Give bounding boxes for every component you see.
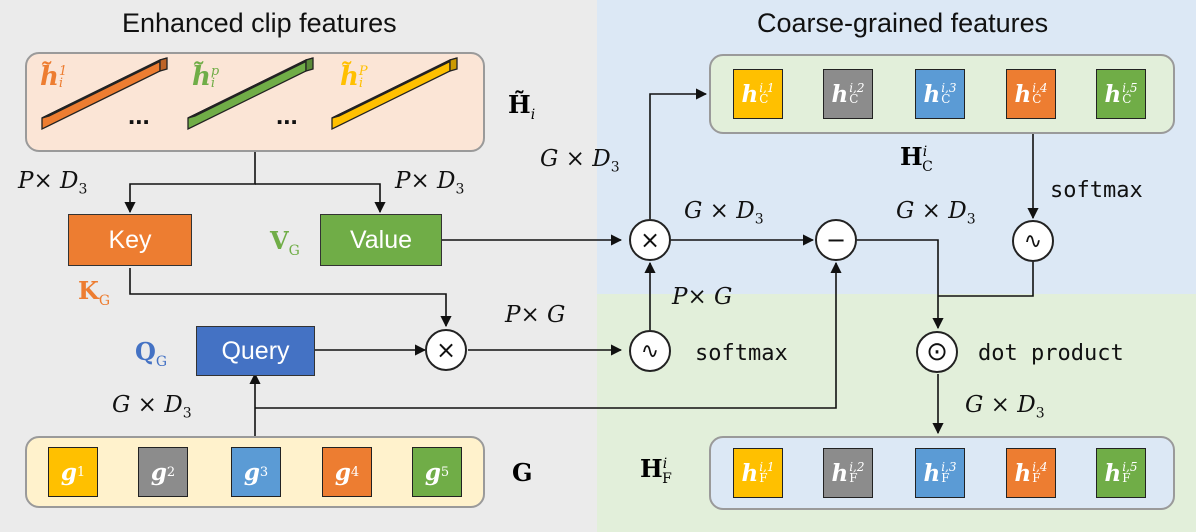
coarse-token-2: h i,2 C bbox=[823, 69, 873, 119]
softmax-label-right: softmax bbox=[1050, 178, 1143, 203]
coarse-token-5: h i,5 C bbox=[1096, 69, 1146, 119]
arrow-minus-to-dot bbox=[857, 239, 944, 330]
arrow-softmax-to-dot bbox=[938, 262, 1034, 297]
clip-vector-bar-2 bbox=[187, 57, 314, 131]
multiply-operator-bottom: × bbox=[425, 329, 467, 371]
coarse-token-3: h i,3 C bbox=[915, 69, 965, 119]
value-symbol: VG bbox=[270, 226, 300, 259]
dim-label-key-input: P× D3 bbox=[18, 168, 88, 198]
clip-features-panel bbox=[25, 52, 485, 152]
coarse-features-symbol: HiC bbox=[900, 142, 933, 175]
arrow-key-to-multiply bbox=[129, 268, 452, 328]
dim-label-to-dot: G × D3 bbox=[896, 198, 976, 228]
dim-label-coarse-input: G × D3 bbox=[540, 146, 620, 176]
fine-features-symbol: HiF bbox=[640, 454, 672, 487]
softmax-operator-right: ∿ bbox=[1012, 220, 1054, 262]
ellipsis-1: ... bbox=[128, 100, 150, 130]
clip-vector-label-1: h̃ 1 i bbox=[40, 62, 68, 92]
coarse-token-4: h i,4 C bbox=[1006, 69, 1056, 119]
dot-product-operator: ⊙ bbox=[916, 331, 958, 373]
dim-label-softmax-output: P× G bbox=[672, 284, 733, 310]
heading-enhanced-clip-features: Enhanced clip features bbox=[122, 8, 397, 38]
multiply-operator-top: × bbox=[629, 219, 671, 261]
query-symbol: QG bbox=[135, 337, 168, 370]
clip-vector-bar-3 bbox=[331, 57, 458, 131]
arrow-clip-to-key bbox=[124, 152, 256, 214]
fine-token-4: h i,4 F bbox=[1006, 448, 1056, 498]
dim-label-attention: P× G bbox=[505, 302, 566, 328]
dot-product-label: dot product bbox=[978, 341, 1124, 366]
top-right-region-background bbox=[597, 0, 1196, 294]
minus-operator: − bbox=[815, 219, 857, 261]
softmax-operator-bottom: ∿ bbox=[629, 330, 671, 372]
arrow-group-to-minus bbox=[255, 261, 842, 409]
dim-label-fine-output: G × D3 bbox=[965, 392, 1045, 422]
clip-features-symbol: H̃i bbox=[508, 90, 536, 123]
fine-token-2: h i,2 F bbox=[823, 448, 873, 498]
key-block: Key bbox=[68, 214, 192, 266]
arrow-multiply-to-coarse bbox=[649, 88, 708, 219]
ellipsis-2: ... bbox=[276, 100, 298, 130]
heading-coarse-grained-features: Coarse-grained features bbox=[757, 8, 1049, 38]
dim-label-group: G × D3 bbox=[112, 392, 192, 422]
dim-label-value-input: P× D3 bbox=[395, 168, 465, 198]
fine-token-3: h i,3 F bbox=[915, 448, 965, 498]
value-block: Value bbox=[320, 214, 442, 266]
softmax-label-bottom: softmax bbox=[695, 341, 788, 366]
arrow-clip-to-value bbox=[255, 183, 386, 214]
group-symbol: G bbox=[512, 458, 533, 487]
clip-vector-label-2: h̃ p i bbox=[192, 62, 220, 92]
clip-vector-bar-1 bbox=[41, 57, 168, 131]
fine-token-5: h i,5 F bbox=[1096, 448, 1146, 498]
dim-label-to-minus: G × D3 bbox=[684, 198, 764, 228]
query-block: Query bbox=[196, 326, 315, 376]
coarse-token-1: h i,1 C bbox=[733, 69, 783, 119]
fine-token-1: h i,1 F bbox=[733, 448, 783, 498]
key-symbol: KG bbox=[78, 276, 111, 309]
